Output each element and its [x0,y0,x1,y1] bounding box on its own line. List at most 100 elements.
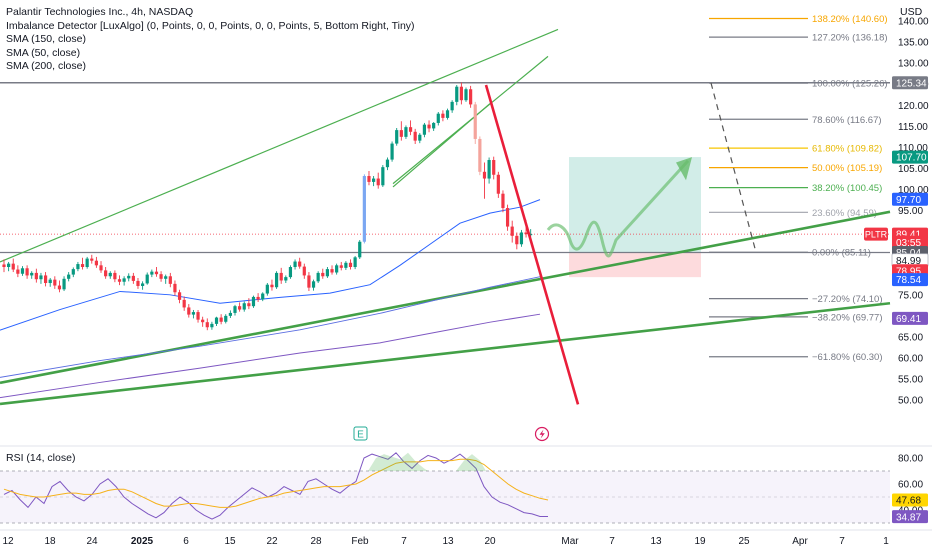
price-badge: 69.41 [892,311,928,325]
projection-arrowhead [676,157,692,181]
candle-body [469,89,473,105]
price-tick-label: 120.00 [898,101,929,112]
rsi-badge: 47.68 [892,493,928,507]
candle-body [99,265,103,271]
legend-sma-150[interactable]: SMA (150, close) [6,33,86,46]
long-position-loss-zone [569,252,701,278]
time-tick-label: 6 [183,536,189,547]
candle-body [482,171,487,179]
svg-text:47.68: 47.68 [896,496,921,507]
price-tick-label: 75.00 [898,290,923,301]
candle-body [293,261,297,268]
candle-body [311,281,316,288]
fib-level-label: 138.20% (140.60) [812,14,888,25]
time-tick-label: 19 [694,536,706,547]
time-tick-label: 15 [224,536,236,547]
fib-level-label: −38.20% (69.77) [812,312,883,323]
candle-body [85,258,89,268]
rsi-tick-label: 60.00 [898,480,923,491]
candle-body [247,303,251,307]
candle-body [445,110,450,118]
fib-level-label: 0.00% (85.11) [812,248,871,259]
price-tick-label: 110.00 [898,143,928,154]
fib-level-label: −61.80% (60.30) [812,352,883,363]
candle-body [432,122,436,129]
candle-body [441,113,445,118]
candle-body [25,268,29,276]
candle-body [362,176,366,242]
candle-body [339,265,343,268]
candle-body [224,315,228,322]
candle-body [145,274,149,284]
time-tick-label: 13 [650,536,662,547]
candle-body [30,272,34,276]
candle-body [408,127,413,132]
fib-level-label: −27.20% (74.10) [812,294,883,305]
fib-level-label: 100.00% (125.26) [812,79,888,90]
legend-symbol-title[interactable]: Palantir Technologies Inc., 4h, NASDAQ [6,6,194,18]
candle-body [529,234,533,236]
channel-upper-line [0,28,559,263]
rsi-legend[interactable]: RSI (14, close) [6,452,76,464]
candle-body [214,317,219,324]
price-badge: 125.34 [892,76,928,89]
price-tick-label: 105.00 [898,164,929,175]
candle-body [274,272,279,288]
candle-body [34,272,38,280]
svg-text:34.87: 34.87 [896,512,921,523]
legend-imbalance-detector[interactable]: Imbalance Detector [LuxAlgo] (0, Points,… [6,19,415,32]
time-tick-label: 12 [2,536,14,547]
candle-body [395,130,399,144]
fib-level-label: 23.60% (94.59) [812,208,877,219]
candle-body [131,275,135,281]
candle-body [335,265,339,273]
legend-sma-50[interactable]: SMA (50, close) [6,46,81,59]
rsi-ma-line [3,458,549,508]
fib-level-label: 78.60% (116.67) [812,115,882,126]
candle-body [302,266,306,276]
rsi-overbought-fill [368,452,428,471]
time-tick-label: 25 [738,536,750,547]
price-badge: 03:55 [892,235,928,249]
svg-text:107.70: 107.70 [896,153,927,164]
candle-body [173,283,177,293]
candle-body [136,280,140,286]
candle-body [90,258,94,261]
price-tick-label: 65.00 [898,332,923,343]
candle-body [127,275,131,279]
svg-text:97.70: 97.70 [896,195,921,206]
candle-body [367,176,371,182]
svg-text:78.54: 78.54 [896,275,921,286]
time-tick-label: 7 [839,536,845,547]
time-tick-label: 24 [86,536,98,547]
candle-body [505,208,510,227]
candle-body [418,134,422,141]
candle-body [16,269,20,274]
candle-body [427,124,431,129]
svg-text:84.99: 84.99 [896,256,921,267]
candle-body [57,285,62,290]
candle-body [436,113,440,123]
fib-level-label: 61.80% (109.82) [812,144,882,155]
price-tick-label: 50.00 [898,396,923,407]
candle-body [492,160,496,175]
candle-body [519,232,524,245]
dividend-lightning-icon [534,426,550,442]
time-tick-label: 7 [609,536,615,547]
time-tick-label: 2025 [131,536,154,547]
candle-body [228,312,232,316]
svg-text:125.34: 125.34 [896,78,927,89]
candle-body [390,143,394,160]
candle-body [510,226,514,236]
candle-body [201,319,205,323]
candle-body [348,262,353,268]
legend-sma-200[interactable]: SMA (200, close) [6,60,86,73]
candle-body [404,127,408,137]
chart-legend: Palantir Technologies Inc., 4h, NASDAQ I… [6,6,415,74]
candle-body [385,159,390,168]
candle-body [487,160,491,179]
trend-line-upper [0,210,891,385]
candle-body [473,104,477,139]
candle-body [496,174,500,194]
